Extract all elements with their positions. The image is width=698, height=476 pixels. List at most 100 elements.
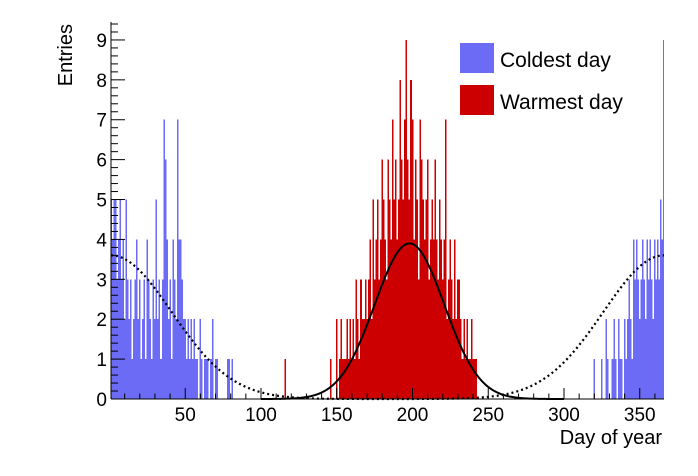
- coldest-day-bar: [125, 199, 127, 399]
- coldest-day-bar: [601, 359, 603, 399]
- coldest-day-bar: [145, 359, 147, 399]
- legend-swatch-coldest: [460, 43, 494, 73]
- x-tick-label: 50: [175, 405, 196, 426]
- legend-swatch-warmest: [460, 85, 494, 115]
- coldest-day-bar: [635, 239, 638, 399]
- warmest-day-bar: [329, 359, 332, 399]
- warmest-day-bar: [402, 199, 405, 399]
- warmest-day-bar: [395, 159, 397, 399]
- warmest-day-bar: [373, 279, 376, 399]
- coldest-day-bar: [605, 319, 608, 399]
- warmest-day-bar: [454, 239, 456, 399]
- coldest-day-bar: [119, 199, 121, 399]
- warmest-day-bar: [375, 239, 377, 399]
- coldest-day-bar: [646, 239, 649, 399]
- warmest-day-bar: [346, 319, 349, 399]
- y-axis-title: Entries: [55, 24, 77, 86]
- coldest-day-bar: [199, 319, 202, 399]
- warmest-day-bar: [445, 119, 447, 400]
- warmest-day-bar: [408, 199, 411, 399]
- coldest-day-bar: [154, 319, 156, 399]
- coldest-day-bar: [128, 319, 130, 399]
- x-tick-label: 250: [472, 405, 504, 426]
- warmest-day-bar: [351, 359, 353, 399]
- coldest-day-bar: [631, 359, 633, 399]
- coldest-day-bar: [173, 279, 176, 399]
- coldest-day-bar: [157, 319, 159, 399]
- warmest-day-bar: [404, 119, 406, 400]
- warmest-day-bar: [451, 279, 453, 399]
- warmest-day-bar: [410, 79, 412, 399]
- coldest-day-bar: [228, 359, 230, 399]
- coldest-day-bar: [126, 279, 129, 399]
- coldest-day-bar: [205, 359, 208, 399]
- warmest-day-bar: [426, 159, 429, 399]
- coldest-day-bar: [617, 319, 620, 399]
- coldest-day-bar: [614, 359, 617, 399]
- coldest-day-bar: [161, 279, 164, 399]
- warmest-day-bar: [398, 199, 400, 399]
- warmest-day-bar: [340, 319, 343, 399]
- warmest-day-bar: [366, 319, 368, 399]
- coldest-day-bar: [146, 239, 149, 399]
- coldest-day-bar: [172, 239, 174, 399]
- coldest-day-bar: [136, 239, 138, 399]
- coldest-day-bar: [645, 319, 647, 399]
- warmest-day-bar: [428, 279, 430, 399]
- coldest-day-bar: [657, 239, 659, 399]
- warmest-day-bars: [284, 39, 477, 400]
- warmest-day-bar: [423, 239, 426, 399]
- coldest-day-bar: [181, 279, 183, 399]
- y-tick-label: 1: [96, 350, 107, 371]
- legend-label-warmest: Warmest day: [500, 91, 623, 114]
- x-tick-label: 350: [624, 405, 656, 426]
- coldest-day-bar: [651, 279, 653, 399]
- warmest-day-bar: [446, 319, 449, 399]
- warmest-day-bar: [401, 159, 403, 399]
- coldest-day-bar: [214, 359, 217, 399]
- coldest-day-bar: [189, 359, 191, 399]
- warmest-day-bar: [417, 279, 420, 399]
- warmest-day-bar: [416, 199, 418, 399]
- coldest-day-bar: [655, 279, 658, 399]
- warmest-day-bar: [419, 119, 421, 400]
- coldest-day-bar: [628, 279, 630, 399]
- coldest-day-bar: [663, 39, 664, 399]
- coldest-day-bar: [139, 279, 141, 399]
- warmest-day-bar: [384, 239, 386, 399]
- coldest-day-bar: [649, 239, 652, 399]
- coldest-day-bar: [149, 319, 152, 399]
- coldest-day-bar: [143, 279, 146, 399]
- coldest-day-bar: [207, 359, 209, 399]
- warmest-day-bar: [448, 279, 450, 399]
- coldest-day-bar: [186, 359, 188, 399]
- warmest-day-bar: [429, 239, 432, 399]
- y-tick-label: 7: [96, 111, 107, 132]
- warmest-day-bar: [473, 359, 476, 399]
- warmest-day-bar: [475, 359, 477, 399]
- warmest-day-bar: [443, 239, 446, 399]
- warmest-day-bar: [370, 319, 373, 399]
- warmest-day-bar: [354, 359, 356, 399]
- coldest-day-bar: [619, 359, 621, 399]
- coldest-day-bar: [175, 319, 177, 399]
- coldest-day-bar: [155, 199, 158, 399]
- coldest-day-bar: [192, 359, 194, 399]
- coldest-day-bar: [195, 359, 197, 399]
- warmest-day-bar: [472, 359, 474, 399]
- coldest-day-bar: [658, 279, 661, 399]
- coldest-day-bar: [187, 319, 190, 399]
- legend-label-coldest: Coldest day: [500, 49, 611, 72]
- warmest-day-bar: [378, 279, 380, 399]
- warmest-day-bar: [355, 279, 358, 399]
- warmest-day-bar: [396, 239, 399, 399]
- warmest-day-bar: [357, 319, 359, 399]
- coldest-day-bar: [190, 319, 193, 399]
- coldest-day-bar: [148, 279, 150, 399]
- warmest-day-bar: [452, 319, 455, 399]
- warmest-day-bar: [460, 319, 462, 399]
- coldest-day-bar: [158, 279, 161, 399]
- coldest-day-bar: [131, 359, 133, 399]
- y-tick-label: 9: [96, 31, 107, 52]
